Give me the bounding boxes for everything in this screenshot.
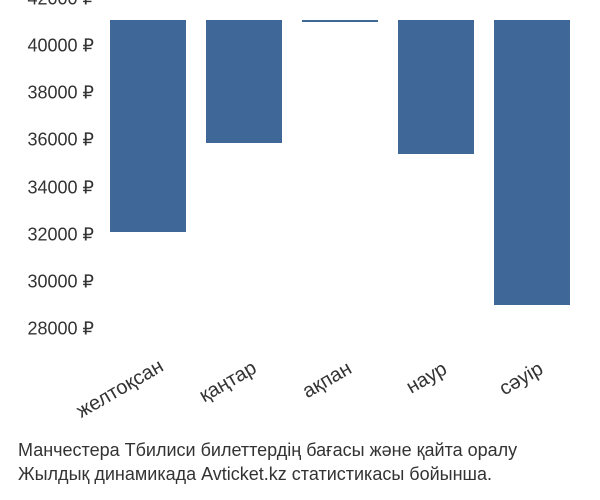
x-tick-label: сәуір [496,358,548,401]
bar [110,20,187,232]
bar-slot: наур [388,20,484,350]
y-tick-label: 42000 ₽ [27,0,100,10]
y-tick-label: 32000 ₽ [27,224,100,245]
bar [206,20,283,143]
bar [494,20,571,305]
chart-caption: Манчестера Тбилиси билеттердің бағасы жә… [18,438,517,487]
caption-line-1: Манчестера Тбилиси билеттердің бағасы жә… [18,438,517,462]
y-tick-label: 38000 ₽ [27,83,100,104]
x-tick-label: ақпан [299,357,356,403]
bar [302,20,379,22]
y-tick-label: 36000 ₽ [27,130,100,151]
bar-slot: ақпан [292,20,388,350]
x-tick-label: желтоқсан [73,355,168,423]
bar-slot: қаңтар [196,20,292,350]
y-tick-label: 40000 ₽ [27,36,100,57]
y-tick-label: 34000 ₽ [27,177,100,198]
bar [398,20,475,154]
y-tick-label: 28000 ₽ [27,319,100,340]
bar-slot: желтоқсан [100,20,196,350]
y-tick-label: 30000 ₽ [27,271,100,292]
caption-line-2: Жылдық динамикада Avticket.kz статистика… [18,462,517,486]
plot-area: 28000 ₽30000 ₽32000 ₽34000 ₽36000 ₽38000… [100,20,580,350]
x-tick-label: қаңтар [196,357,261,408]
price-chart: 28000 ₽ 30000 ₽ 32000 ₽ 34000 ₽ 36000 ₽ 38000… [0,0,600,500]
bars-container: желтоқсанқаңтарақпаннаурсәуір [100,20,580,350]
x-tick-label: наур [403,358,452,399]
bar-slot: сәуір [484,20,580,350]
